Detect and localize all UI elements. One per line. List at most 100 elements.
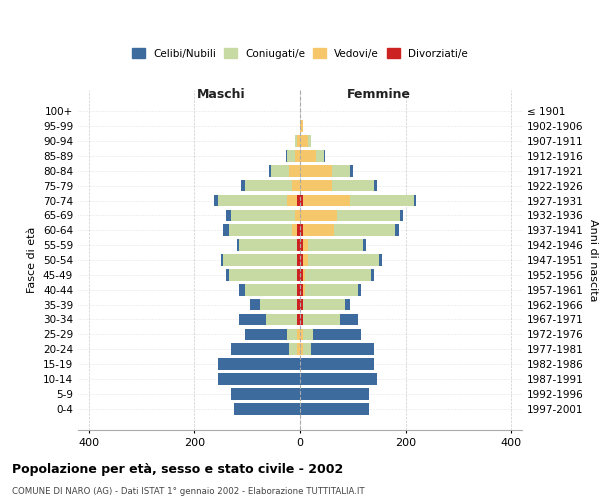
Bar — [308, 254, 379, 266]
Bar — [374, 180, 377, 192]
Bar — [298, 328, 300, 340]
Bar — [260, 299, 298, 310]
Bar — [308, 135, 311, 147]
Bar — [298, 254, 300, 266]
Bar — [302, 224, 334, 236]
Bar — [300, 254, 302, 266]
Bar — [302, 194, 350, 206]
Text: COMUNE DI NARO (AG) - Dati ISTAT 1° gennaio 2002 - Elaborazione TUTTITALIA.IT: COMUNE DI NARO (AG) - Dati ISTAT 1° genn… — [12, 488, 365, 496]
Bar — [305, 284, 358, 296]
Bar — [300, 150, 316, 162]
Bar — [300, 328, 302, 340]
Bar — [400, 210, 403, 221]
Bar — [218, 373, 300, 385]
Bar — [298, 269, 300, 280]
Y-axis label: Anni di nascita: Anni di nascita — [587, 219, 598, 301]
Bar — [300, 299, 302, 310]
Bar — [300, 284, 302, 296]
Bar — [298, 240, 300, 251]
Bar — [286, 150, 287, 162]
Bar — [300, 210, 337, 221]
Bar — [302, 328, 313, 340]
Bar — [287, 150, 295, 162]
Bar — [239, 284, 245, 296]
Bar — [371, 269, 374, 280]
Bar — [334, 224, 395, 236]
Bar — [234, 403, 300, 414]
Bar — [300, 314, 302, 326]
Bar — [239, 314, 266, 326]
Bar — [308, 240, 364, 251]
Bar — [300, 180, 332, 192]
Bar — [245, 284, 298, 296]
Bar — [226, 210, 231, 221]
Bar — [300, 344, 302, 355]
Bar — [395, 224, 400, 236]
Bar — [287, 328, 298, 340]
Bar — [239, 240, 298, 251]
Bar — [223, 254, 298, 266]
Bar — [287, 194, 298, 206]
Bar — [302, 344, 311, 355]
Bar — [302, 254, 308, 266]
Bar — [302, 299, 345, 310]
Bar — [231, 210, 295, 221]
Bar — [289, 344, 298, 355]
Bar — [345, 299, 350, 310]
Bar — [332, 180, 374, 192]
Bar — [298, 135, 300, 147]
Bar — [218, 358, 300, 370]
Bar — [226, 269, 229, 280]
Bar — [324, 150, 325, 162]
Bar — [295, 150, 300, 162]
Bar — [300, 165, 332, 176]
Bar — [295, 135, 298, 147]
Bar — [302, 240, 308, 251]
Bar — [231, 344, 289, 355]
Text: Maschi: Maschi — [196, 88, 245, 101]
Bar — [350, 194, 413, 206]
Bar — [236, 240, 239, 251]
Bar — [300, 269, 302, 280]
Bar — [292, 224, 298, 236]
Bar — [302, 284, 305, 296]
Bar — [241, 180, 245, 192]
Bar — [298, 194, 300, 206]
Bar — [332, 165, 350, 176]
Bar — [300, 358, 374, 370]
Bar — [269, 165, 271, 176]
Bar — [379, 254, 382, 266]
Bar — [271, 165, 289, 176]
Bar — [289, 165, 300, 176]
Legend: Celibi/Nubili, Coniugati/e, Vedovi/e, Divorziati/e: Celibi/Nubili, Coniugati/e, Vedovi/e, Di… — [128, 44, 472, 63]
Bar — [302, 314, 340, 326]
Bar — [300, 135, 308, 147]
Bar — [300, 373, 377, 385]
Bar — [358, 284, 361, 296]
Bar — [298, 284, 300, 296]
Bar — [302, 269, 305, 280]
Text: Femmine: Femmine — [347, 88, 411, 101]
Bar — [229, 269, 298, 280]
Bar — [311, 344, 374, 355]
Bar — [250, 299, 260, 310]
Bar — [300, 240, 302, 251]
Text: Popolazione per età, sesso e stato civile - 2002: Popolazione per età, sesso e stato civil… — [12, 462, 343, 475]
Bar — [298, 344, 300, 355]
Bar — [292, 180, 300, 192]
Bar — [340, 314, 358, 326]
Bar — [214, 194, 218, 206]
Bar — [298, 314, 300, 326]
Bar — [350, 165, 353, 176]
Bar — [245, 328, 287, 340]
Bar — [413, 194, 416, 206]
Bar — [229, 224, 292, 236]
Bar — [316, 150, 324, 162]
Bar — [300, 120, 302, 132]
Bar — [313, 328, 361, 340]
Bar — [300, 224, 302, 236]
Bar — [223, 224, 229, 236]
Y-axis label: Fasce di età: Fasce di età — [28, 227, 37, 293]
Bar — [300, 403, 369, 414]
Bar — [305, 269, 371, 280]
